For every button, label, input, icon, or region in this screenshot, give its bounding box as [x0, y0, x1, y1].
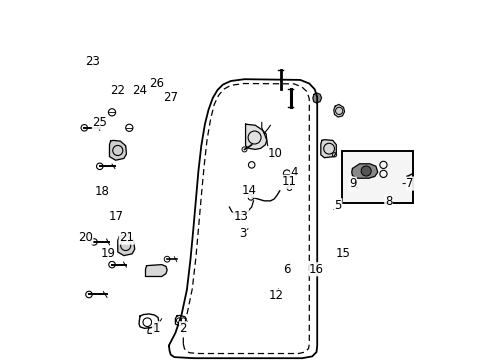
Text: 21: 21: [119, 231, 134, 244]
Text: 24: 24: [132, 84, 147, 97]
Polygon shape: [109, 140, 126, 160]
Text: 10: 10: [267, 147, 282, 159]
Text: 12: 12: [268, 289, 283, 302]
Text: 11: 11: [282, 175, 296, 188]
Text: 15: 15: [335, 247, 349, 260]
Polygon shape: [145, 265, 167, 276]
Text: 7: 7: [402, 177, 413, 190]
Text: 16: 16: [308, 263, 324, 276]
Circle shape: [361, 166, 370, 176]
Text: 3: 3: [239, 227, 247, 240]
Text: 8: 8: [384, 195, 391, 208]
Text: 25: 25: [92, 116, 107, 129]
Bar: [341, 151, 412, 203]
Polygon shape: [320, 140, 336, 158]
Text: 1: 1: [152, 319, 162, 335]
Text: 26: 26: [148, 77, 163, 90]
Text: 17: 17: [108, 210, 123, 222]
Text: 13: 13: [233, 210, 248, 222]
Text: 23: 23: [85, 55, 100, 68]
Text: 27: 27: [163, 91, 178, 104]
Polygon shape: [351, 164, 377, 178]
Text: 4: 4: [290, 166, 297, 179]
Polygon shape: [245, 124, 266, 149]
Text: 9: 9: [348, 177, 356, 190]
Polygon shape: [333, 104, 344, 117]
Text: 22: 22: [110, 84, 125, 97]
Polygon shape: [312, 93, 321, 103]
Text: 5: 5: [333, 199, 341, 212]
Text: 20: 20: [78, 231, 93, 244]
Text: 6: 6: [283, 263, 290, 276]
Text: 19: 19: [100, 247, 115, 260]
Text: 14: 14: [241, 184, 256, 197]
Text: 2: 2: [179, 321, 187, 335]
Polygon shape: [118, 235, 134, 256]
Text: 18: 18: [95, 185, 109, 198]
